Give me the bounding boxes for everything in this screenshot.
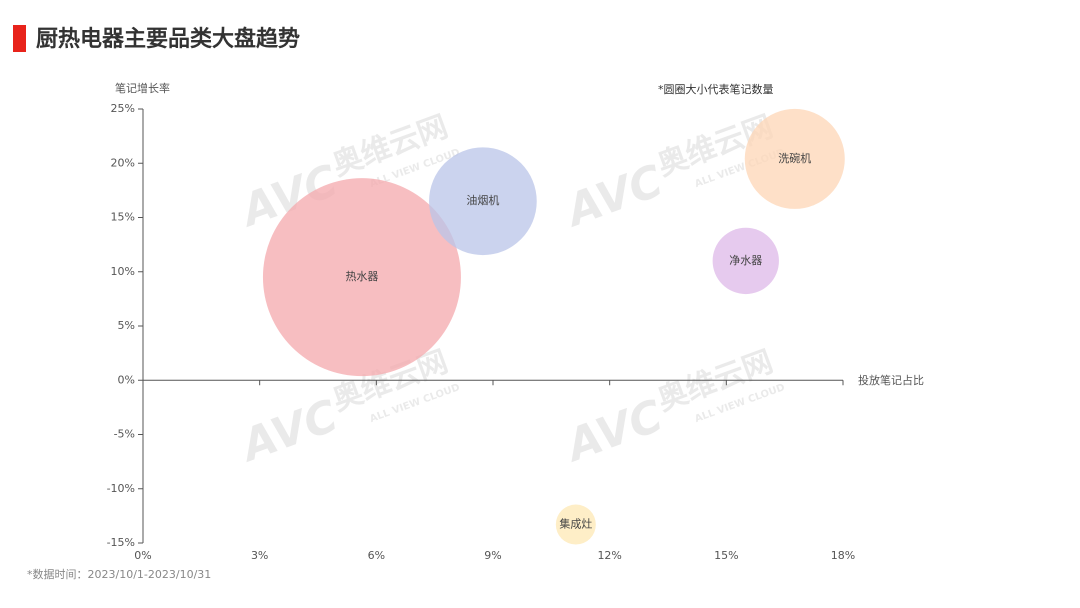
y-tick-label: 10% bbox=[111, 265, 135, 278]
y-tick-label: 15% bbox=[111, 211, 135, 224]
bubble-label: 热水器 bbox=[345, 270, 378, 283]
bubble-label: 油烟机 bbox=[466, 193, 499, 207]
bubble-label: 净水器 bbox=[729, 253, 762, 267]
page-title: 厨热电器主要品类大盘趋势 bbox=[36, 26, 300, 52]
bubble bbox=[555, 504, 596, 545]
y-tick-label: 20% bbox=[111, 156, 135, 169]
annotation: *圆圈大小代表笔记数量 bbox=[658, 82, 774, 96]
y-tick-label: 5% bbox=[118, 319, 135, 332]
x-axis-label: 投放笔记占比 bbox=[858, 373, 924, 387]
watermark-logo: AVC bbox=[558, 155, 670, 237]
x-tick-label: 3% bbox=[251, 549, 268, 562]
bubble-label: 洗碗机 bbox=[778, 151, 811, 165]
x-tick-label: 9% bbox=[484, 549, 501, 562]
bubble bbox=[744, 108, 845, 209]
title-marker bbox=[13, 25, 26, 52]
bubble bbox=[262, 178, 461, 377]
bubble bbox=[429, 147, 537, 256]
y-tick-label: 25% bbox=[111, 102, 135, 115]
y-tick-label: 0% bbox=[118, 373, 135, 386]
bubble bbox=[712, 227, 779, 295]
bubble-label: 集成灶 bbox=[559, 517, 592, 531]
x-tick-label: 15% bbox=[714, 549, 738, 562]
y-tick-label: -15% bbox=[107, 536, 135, 549]
footnote: *数据时间：2023/10/1-2023/10/31 bbox=[27, 567, 211, 581]
y-tick-label: -10% bbox=[107, 482, 135, 495]
y-axis-label: 笔记增长率 bbox=[115, 81, 170, 95]
x-tick-label: 12% bbox=[597, 549, 621, 562]
y-tick-label: -5% bbox=[114, 428, 135, 441]
x-tick-label: 18% bbox=[831, 549, 855, 562]
watermark-logo: AVC bbox=[233, 390, 345, 472]
x-tick-label: 6% bbox=[368, 549, 385, 562]
watermark-logo: AVC bbox=[558, 390, 670, 472]
x-tick-label: 0% bbox=[134, 549, 151, 562]
